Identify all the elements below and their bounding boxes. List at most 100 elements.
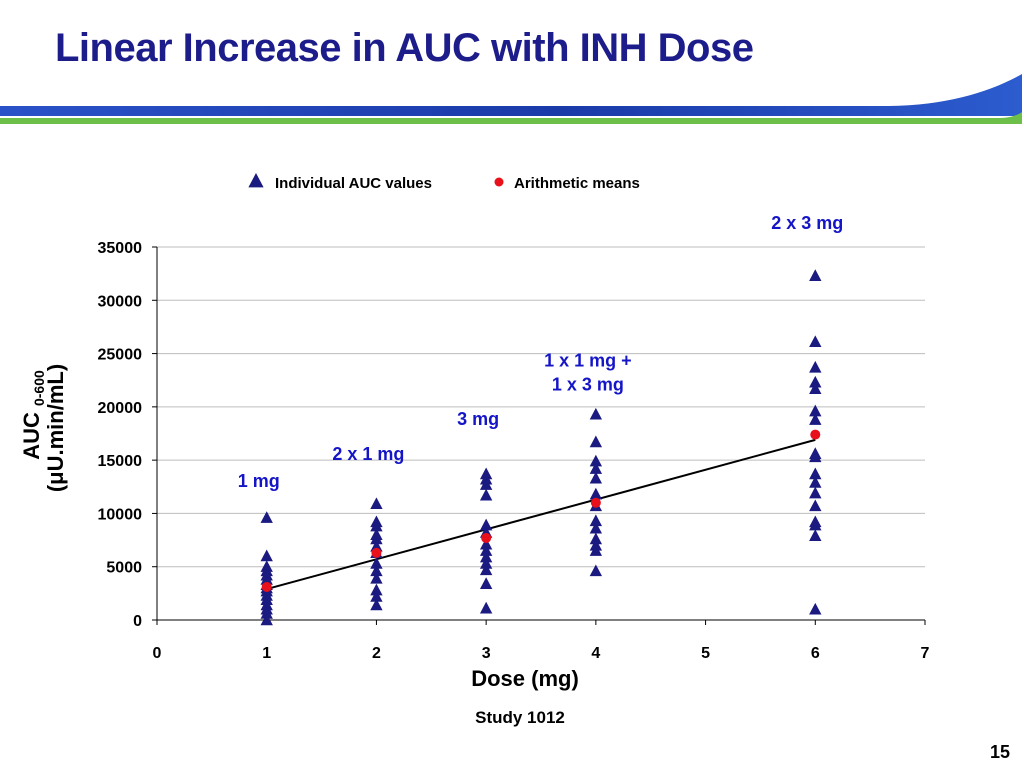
- auc-triangle-point: [589, 564, 603, 577]
- auc-triangle-point: [370, 532, 383, 545]
- axes: [152, 246, 926, 625]
- legend-label-individual: Individual AUC values: [275, 175, 432, 192]
- x-tick-label: 0: [153, 645, 162, 662]
- dose-annotations: 1 mg 2 x 1 mg 3 mg 1 x 1 mg + 1 x 3 mg 2 x 3 …: [238, 213, 844, 491]
- auc-triangle-point: [260, 549, 273, 562]
- auc-triangle-point: [809, 499, 822, 512]
- auc-triangle-point: [479, 563, 493, 576]
- x-tick-label: 5: [701, 645, 710, 662]
- mean-circle-point: [261, 581, 272, 592]
- auc-triangle-point: [260, 613, 273, 626]
- auc-triangle-point: [370, 571, 383, 584]
- dose-annotation: 1 x 1 mg + 1 x 3 mg: [544, 350, 632, 394]
- y-axis-label-unit: (μU.min/mL): [43, 364, 68, 492]
- auc-triangle-point: [479, 478, 493, 490]
- auc-triangle-point: [809, 518, 822, 531]
- auc-triangle-point: [370, 557, 383, 569]
- x-tick-label: 3: [482, 645, 491, 662]
- x-tick-label: 6: [811, 645, 820, 662]
- gridlines: [157, 246, 925, 568]
- auc-triangle-point: [809, 467, 822, 480]
- auc-triangle-point: [479, 601, 493, 614]
- dose-annotation-line: 1 mg: [238, 471, 280, 491]
- auc-triangle-point: [479, 537, 493, 550]
- legend-label-means: Arithmetic means: [514, 175, 640, 192]
- y-axis-label-main: AUC: [19, 406, 44, 460]
- auc-triangle-point: [370, 583, 383, 596]
- mean-circle-point: [371, 547, 382, 558]
- y-tick-label: 20000: [98, 400, 143, 417]
- legend-triangle-marker: [248, 173, 264, 188]
- mean-circle-point: [590, 497, 601, 508]
- slide-title: Linear Increase in AUC with INH Dose: [55, 26, 754, 70]
- x-axis-label: Dose (mg): [471, 666, 579, 691]
- auc-triangle-point: [479, 518, 493, 531]
- auc-triangle-point: [260, 607, 273, 619]
- data-points: [260, 269, 822, 626]
- auc-triangle-point: [809, 375, 822, 388]
- auc-triangle-point: [370, 564, 383, 577]
- auc-triangle-point: [479, 557, 493, 569]
- axis-labels: 0 5000 10000 15000 20000 25000 30000 35000 0 1 2 3 4…: [19, 240, 930, 691]
- auc-triangle-point: [479, 488, 493, 501]
- auc-triangle-point: [370, 519, 383, 532]
- slide-number: 15: [989, 742, 1010, 762]
- auc-triangle-point: [589, 471, 603, 484]
- auc-triangle-point: [370, 539, 383, 552]
- mean-circle-point: [810, 429, 821, 440]
- y-tick-label: 10000: [98, 506, 143, 523]
- auc-dose-chart: 0 5000 10000 15000 20000 25000 30000 35000 0 1 2 3 4…: [19, 173, 930, 691]
- mean-circle-point: [481, 532, 492, 543]
- trendline-group: [266, 438, 816, 591]
- auc-triangle-point: [479, 544, 493, 556]
- auc-triangle-point: [809, 269, 822, 281]
- dose-annotation: 3 mg: [457, 409, 499, 429]
- auc-triangle-point: [589, 487, 603, 500]
- swoosh-white-gap: [0, 116, 1022, 118]
- y-tick-label: 5000: [106, 560, 142, 577]
- legend-circle-marker: [494, 177, 504, 187]
- y-tick-label: 0: [133, 613, 142, 630]
- dose-annotation: 2 x 3 mg: [771, 213, 843, 233]
- auc-triangle-point: [809, 335, 822, 348]
- dose-annotation-line: 1 x 1 mg +: [544, 350, 632, 370]
- y-tick-label: 30000: [98, 293, 143, 310]
- auc-triangle-point: [370, 497, 383, 510]
- auc-triangle-point: [809, 476, 822, 488]
- auc-triangle-point: [370, 598, 383, 611]
- dose-annotation: 2 x 1 mg: [332, 444, 404, 464]
- study-label: Study 1012: [475, 708, 565, 727]
- auc-triangle-point: [260, 511, 273, 523]
- dose-annotation: 1 mg: [238, 471, 280, 491]
- auc-triangle-point: [370, 590, 383, 602]
- x-tick-label: 7: [921, 645, 930, 662]
- auc-triangle-point: [589, 462, 603, 474]
- x-tick-label: 4: [591, 645, 600, 662]
- swoosh-green-band: [0, 112, 1022, 124]
- auc-triangle-point: [589, 544, 603, 556]
- dose-annotation-line: 2 x 3 mg: [771, 213, 843, 233]
- y-axis-label-subscript: 0-600: [31, 370, 47, 406]
- auc-triangle-point: [809, 360, 822, 373]
- dose-annotation-line: 3 mg: [457, 409, 499, 429]
- auc-triangle-point: [809, 486, 822, 499]
- y-tick-label: 25000: [98, 347, 143, 364]
- x-tick-label: 2: [372, 645, 381, 662]
- auc-triangle-point: [589, 407, 603, 420]
- auc-triangle-point: [809, 602, 822, 615]
- auc-triangle-point: [589, 435, 603, 448]
- dose-annotation-line: 1 x 3 mg: [552, 374, 624, 394]
- auc-triangle-point: [589, 521, 603, 534]
- dose-annotation-line: 2 x 1 mg: [332, 444, 404, 464]
- auc-triangle-point: [589, 532, 603, 545]
- auc-triangle-point: [809, 382, 822, 394]
- swoosh-blue-band: [0, 74, 1022, 116]
- title-underline-swoosh: [0, 74, 1022, 124]
- auc-triangle-point: [479, 550, 493, 563]
- auc-triangle-point: [479, 577, 493, 589]
- auc-triangle-point: [809, 404, 822, 417]
- auc-triangle-point: [589, 454, 603, 467]
- auc-triangle-point: [809, 450, 822, 463]
- auc-triangle-point: [809, 529, 822, 542]
- trendline: [266, 438, 816, 591]
